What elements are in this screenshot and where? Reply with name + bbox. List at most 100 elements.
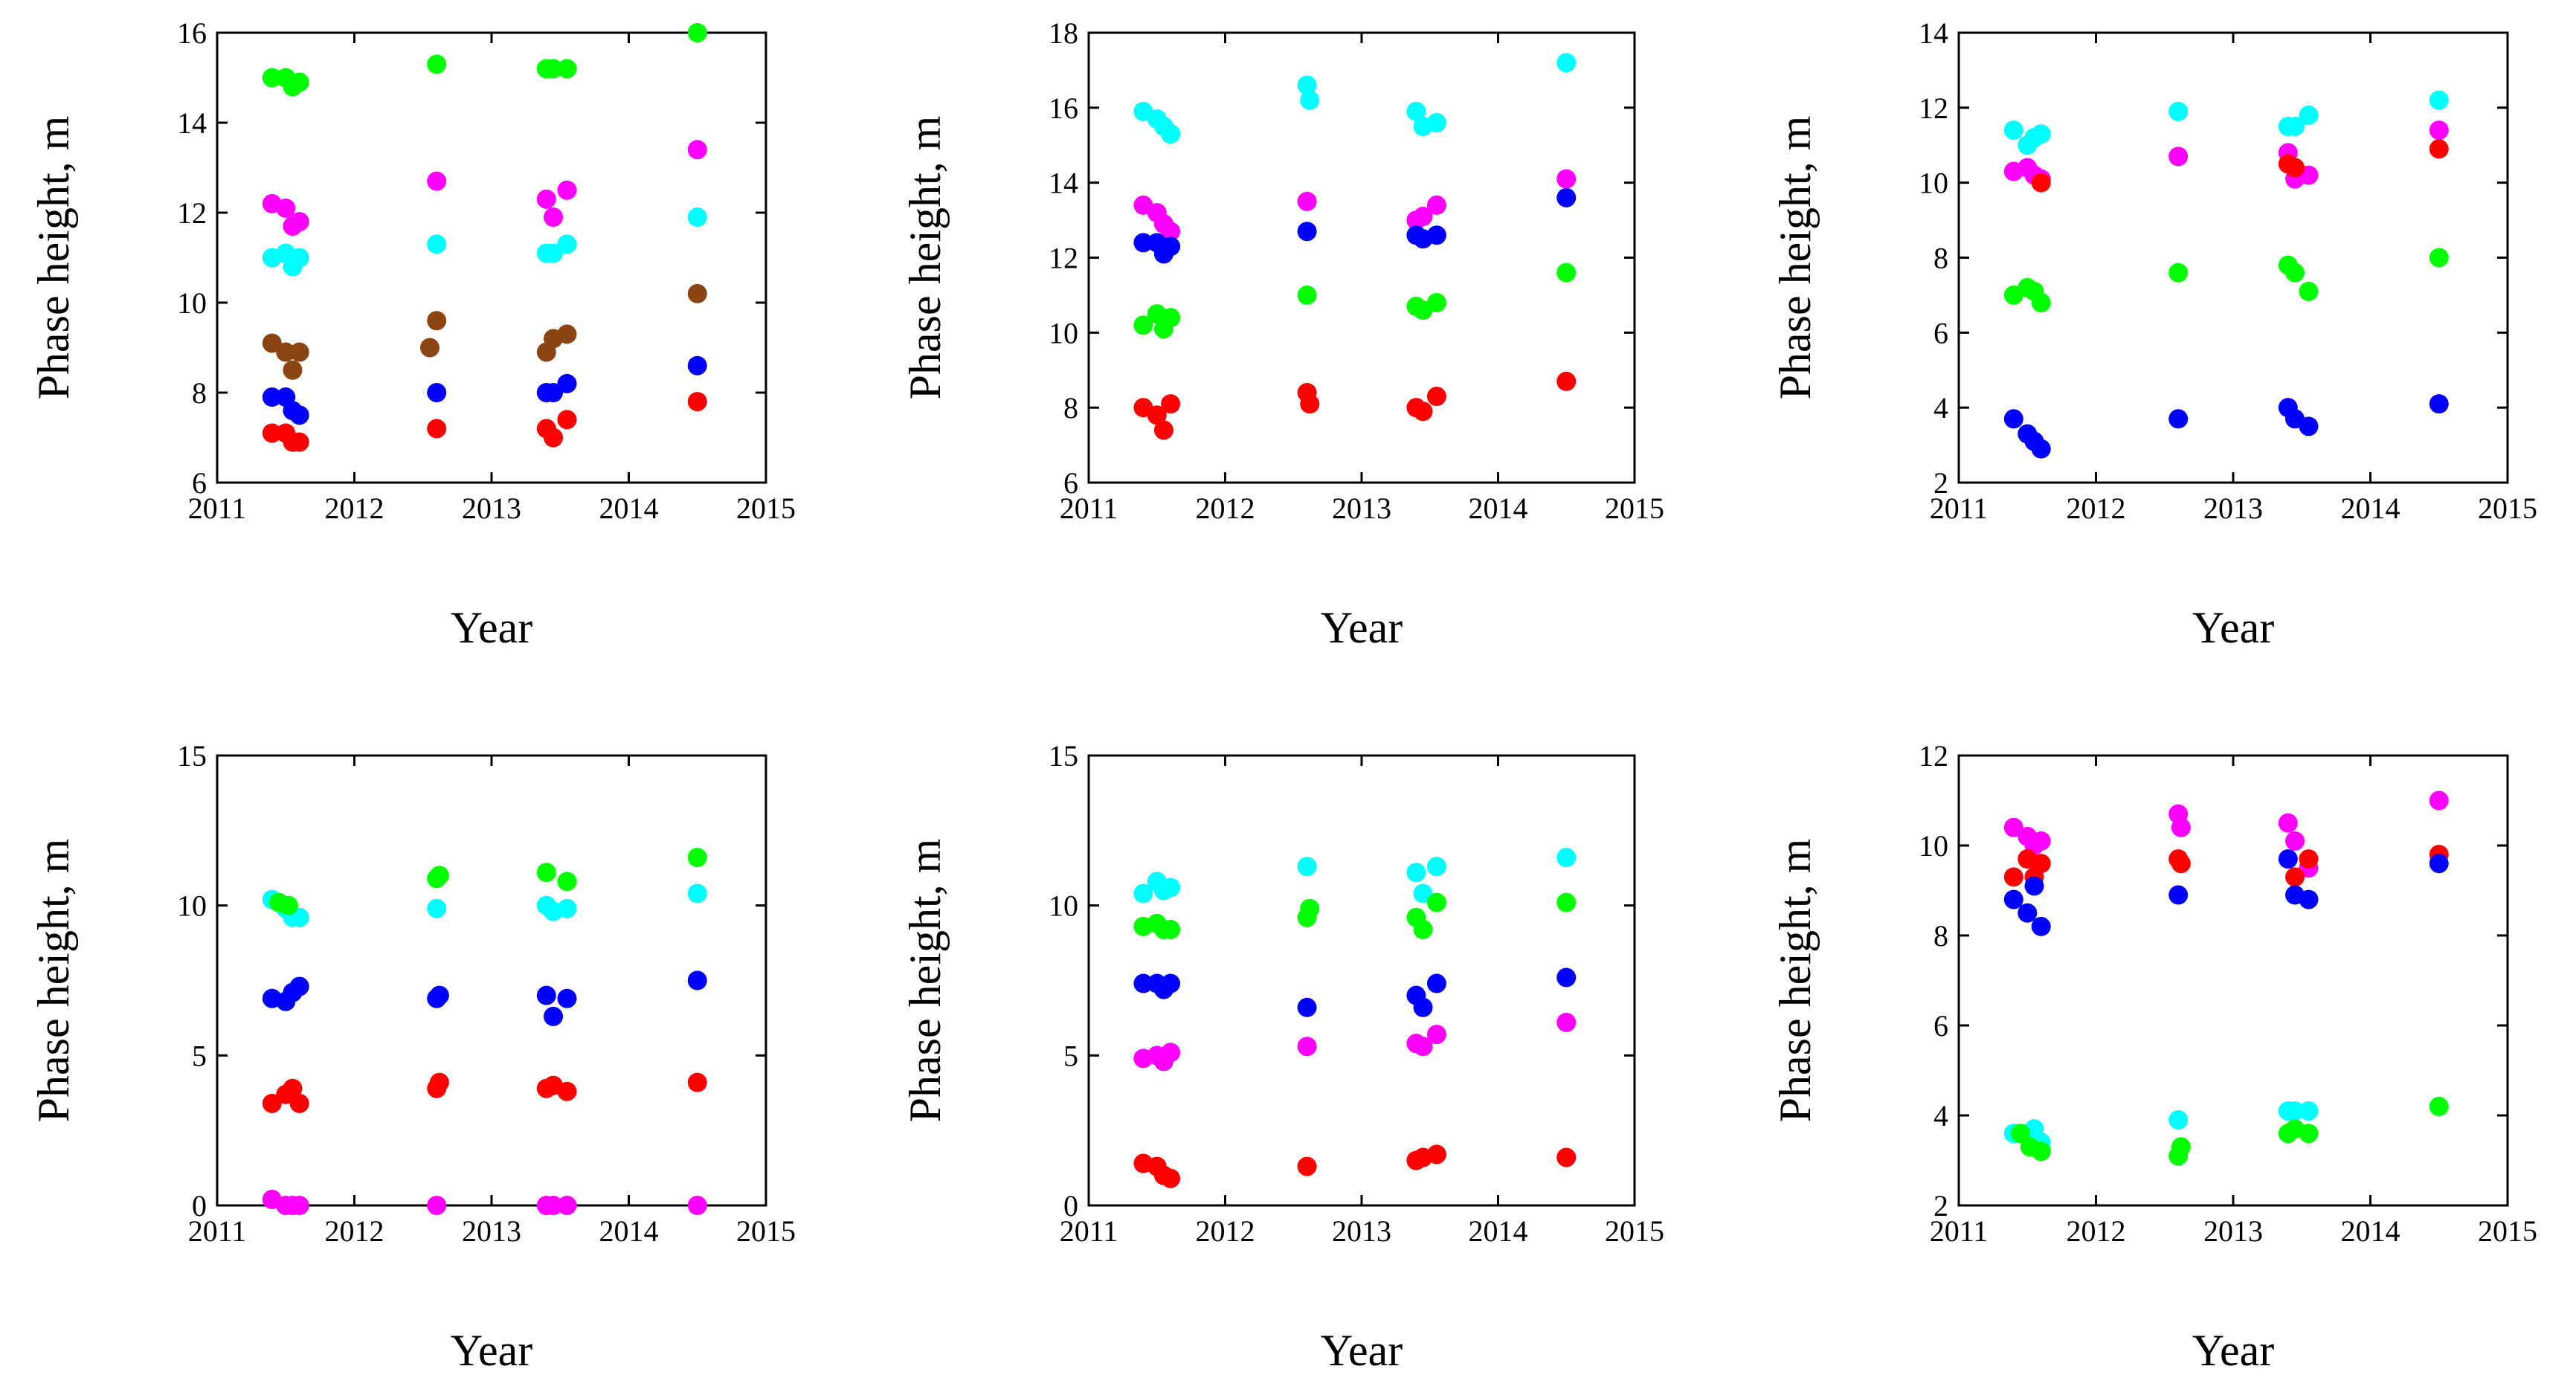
panel-3-y-tick-label: 4 bbox=[1933, 391, 1948, 425]
panel-2-point-cyan bbox=[1406, 101, 1426, 121]
panel-1-point-red bbox=[427, 419, 447, 439]
scatter-panel-6: 2011 2012 2013 2014 2015 2 4 6 8 10 12 Year Phase he… bbox=[1771, 739, 2537, 1375]
panel-1-y-tick-label: 6 bbox=[192, 466, 207, 500]
panel-1-point-magenta bbox=[276, 198, 296, 218]
panel-5-point-cyan bbox=[1556, 848, 1577, 868]
panel-6-point-blue bbox=[2024, 876, 2044, 896]
panel-5-point-cyan bbox=[1297, 857, 1317, 877]
panel-4-y-axis-title: Phase height, m bbox=[29, 839, 78, 1123]
panel-6-point-red bbox=[2003, 867, 2023, 887]
panel-3-point-green bbox=[2299, 281, 2319, 301]
panel-4-x-axis-title: Year bbox=[451, 1326, 533, 1375]
panel-1-point-cyan bbox=[544, 243, 564, 263]
panel-5-point-cyan bbox=[1406, 863, 1426, 883]
panel-5-point-green bbox=[1161, 919, 1181, 939]
panel-3-point-magenta bbox=[2168, 146, 2189, 167]
panel-2-point-green bbox=[1426, 293, 1446, 312]
panel-5-point-red bbox=[1426, 1144, 1446, 1165]
panel-4-point-red bbox=[289, 1093, 309, 1113]
panel-1-x-tick-label: 2013 bbox=[462, 492, 521, 525]
panel-6-y-tick-label: 4 bbox=[1933, 1099, 1948, 1133]
panel-1-point-brown bbox=[289, 342, 309, 362]
panel-6-point-green bbox=[2031, 1141, 2051, 1162]
panel-5-point-green bbox=[1300, 898, 1320, 918]
panel-6-point-magenta bbox=[2429, 790, 2449, 811]
panel-4-point-cyan bbox=[557, 898, 577, 918]
panel-3-point-red bbox=[2429, 139, 2449, 159]
panel-1-point-brown bbox=[283, 360, 303, 380]
panel-3-point-blue bbox=[2031, 439, 2051, 459]
panel-5-point-cyan bbox=[1413, 883, 1433, 903]
panel-4-x-tick-label: 2015 bbox=[736, 1214, 796, 1248]
panel-1-point-blue bbox=[427, 383, 447, 402]
panel-4-point-cyan bbox=[427, 898, 447, 918]
panel-1-point-green bbox=[687, 23, 707, 42]
panel-1-point-brown bbox=[557, 324, 577, 344]
panel-3-point-cyan bbox=[2031, 124, 2051, 144]
panel-2-point-cyan bbox=[1297, 75, 1317, 95]
panel-2-y-tick-label: 14 bbox=[1049, 167, 1078, 200]
panel-5-x-axis-title: Year bbox=[1321, 1326, 1403, 1375]
panel-3-point-green bbox=[2429, 248, 2449, 268]
panel-3-x-tick-label: 2011 bbox=[1930, 492, 1989, 525]
panel-4-point-blue bbox=[289, 976, 309, 996]
panel-2-point-blue bbox=[1133, 233, 1153, 253]
panel-1-point-blue bbox=[557, 373, 577, 393]
panel-2-point-blue bbox=[1161, 236, 1181, 257]
panel-1-point-red bbox=[544, 428, 564, 448]
panel-1-y-tick-label: 16 bbox=[177, 16, 207, 50]
panel-4-point-blue bbox=[687, 970, 707, 990]
panel-1-point-green bbox=[544, 59, 564, 79]
panel-6-point-blue bbox=[2018, 903, 2038, 923]
panel-3-point-blue bbox=[2429, 394, 2449, 414]
panel-1-point-green bbox=[289, 72, 309, 92]
panel-2-point-green bbox=[1161, 308, 1181, 328]
panel-6-point-blue bbox=[2429, 854, 2449, 874]
panel-5-x-tick-label: 2012 bbox=[1196, 1214, 1255, 1248]
panel-3-point-magenta bbox=[2429, 120, 2449, 141]
panel-6-x-axis-title: Year bbox=[2192, 1326, 2275, 1375]
panel-3-point-blue bbox=[2168, 409, 2189, 429]
panel-4-point-red bbox=[557, 1081, 577, 1101]
panel-2-point-blue bbox=[1556, 187, 1577, 207]
panel-6-point-blue bbox=[2278, 849, 2298, 869]
panel-5-point-magenta bbox=[1426, 1025, 1446, 1045]
panel-2-x-axis-title: Year bbox=[1321, 603, 1403, 652]
panel-2-y-tick-label: 8 bbox=[1063, 391, 1078, 425]
panel-5-point-blue bbox=[1297, 997, 1317, 1017]
panel-1-point-red bbox=[557, 410, 577, 430]
scatter-panel-2: 2011 2012 2013 2014 2015 6 8 10 12 14 16 18 Year Phas… bbox=[901, 16, 1664, 652]
panel-1-point-magenta bbox=[544, 207, 564, 228]
panel-1-point-blue bbox=[687, 355, 707, 376]
panel-5-point-green bbox=[1556, 892, 1577, 912]
scatter-panel-5: 2011 2012 2013 2014 2015 0 5 10 15 Year Phase heig… bbox=[901, 739, 1664, 1375]
panel-2-point-red bbox=[1556, 371, 1577, 391]
panel-3-y-tick-label: 10 bbox=[1919, 167, 1948, 200]
panel-5-point-cyan bbox=[1161, 877, 1181, 898]
panel-3-y-tick-label: 2 bbox=[1933, 466, 1948, 500]
scatter-panel-1: 2011 2012 2013 2014 2015 6 8 10 12 14 16 Year Phase … bbox=[29, 16, 796, 652]
panel-1-point-brown bbox=[427, 311, 447, 331]
panel-4-point-red bbox=[283, 1078, 303, 1098]
panel-6-y-tick-label: 2 bbox=[1933, 1189, 1948, 1223]
panel-4-point-green bbox=[429, 866, 449, 886]
panel-5-x-tick-label: 2011 bbox=[1060, 1214, 1118, 1248]
panel-5-y-axis-title: Phase height, m bbox=[901, 839, 950, 1123]
panel-6-point-magenta bbox=[2278, 813, 2298, 833]
panel-1-point-cyan bbox=[687, 207, 707, 228]
panel-5-point-red bbox=[1297, 1156, 1317, 1176]
panel-1-point-cyan bbox=[289, 248, 309, 268]
panel-5-point-blue bbox=[1556, 967, 1577, 988]
panel-2-point-red bbox=[1161, 394, 1181, 414]
panel-6-point-cyan bbox=[2299, 1101, 2319, 1121]
panel-1-x-axis-title: Year bbox=[451, 603, 533, 652]
panel-4-x-tick-label: 2014 bbox=[599, 1214, 659, 1248]
panel-4-x-tick-label: 2011 bbox=[188, 1214, 247, 1248]
panel-4-point-magenta bbox=[427, 1196, 447, 1215]
panel-5-x-tick-label: 2015 bbox=[1605, 1214, 1664, 1248]
panel-3-point-cyan bbox=[2429, 90, 2449, 110]
panel-1-point-green bbox=[557, 59, 577, 79]
panel-1-point-magenta bbox=[289, 212, 309, 232]
panel-3-point-red bbox=[2285, 158, 2305, 178]
